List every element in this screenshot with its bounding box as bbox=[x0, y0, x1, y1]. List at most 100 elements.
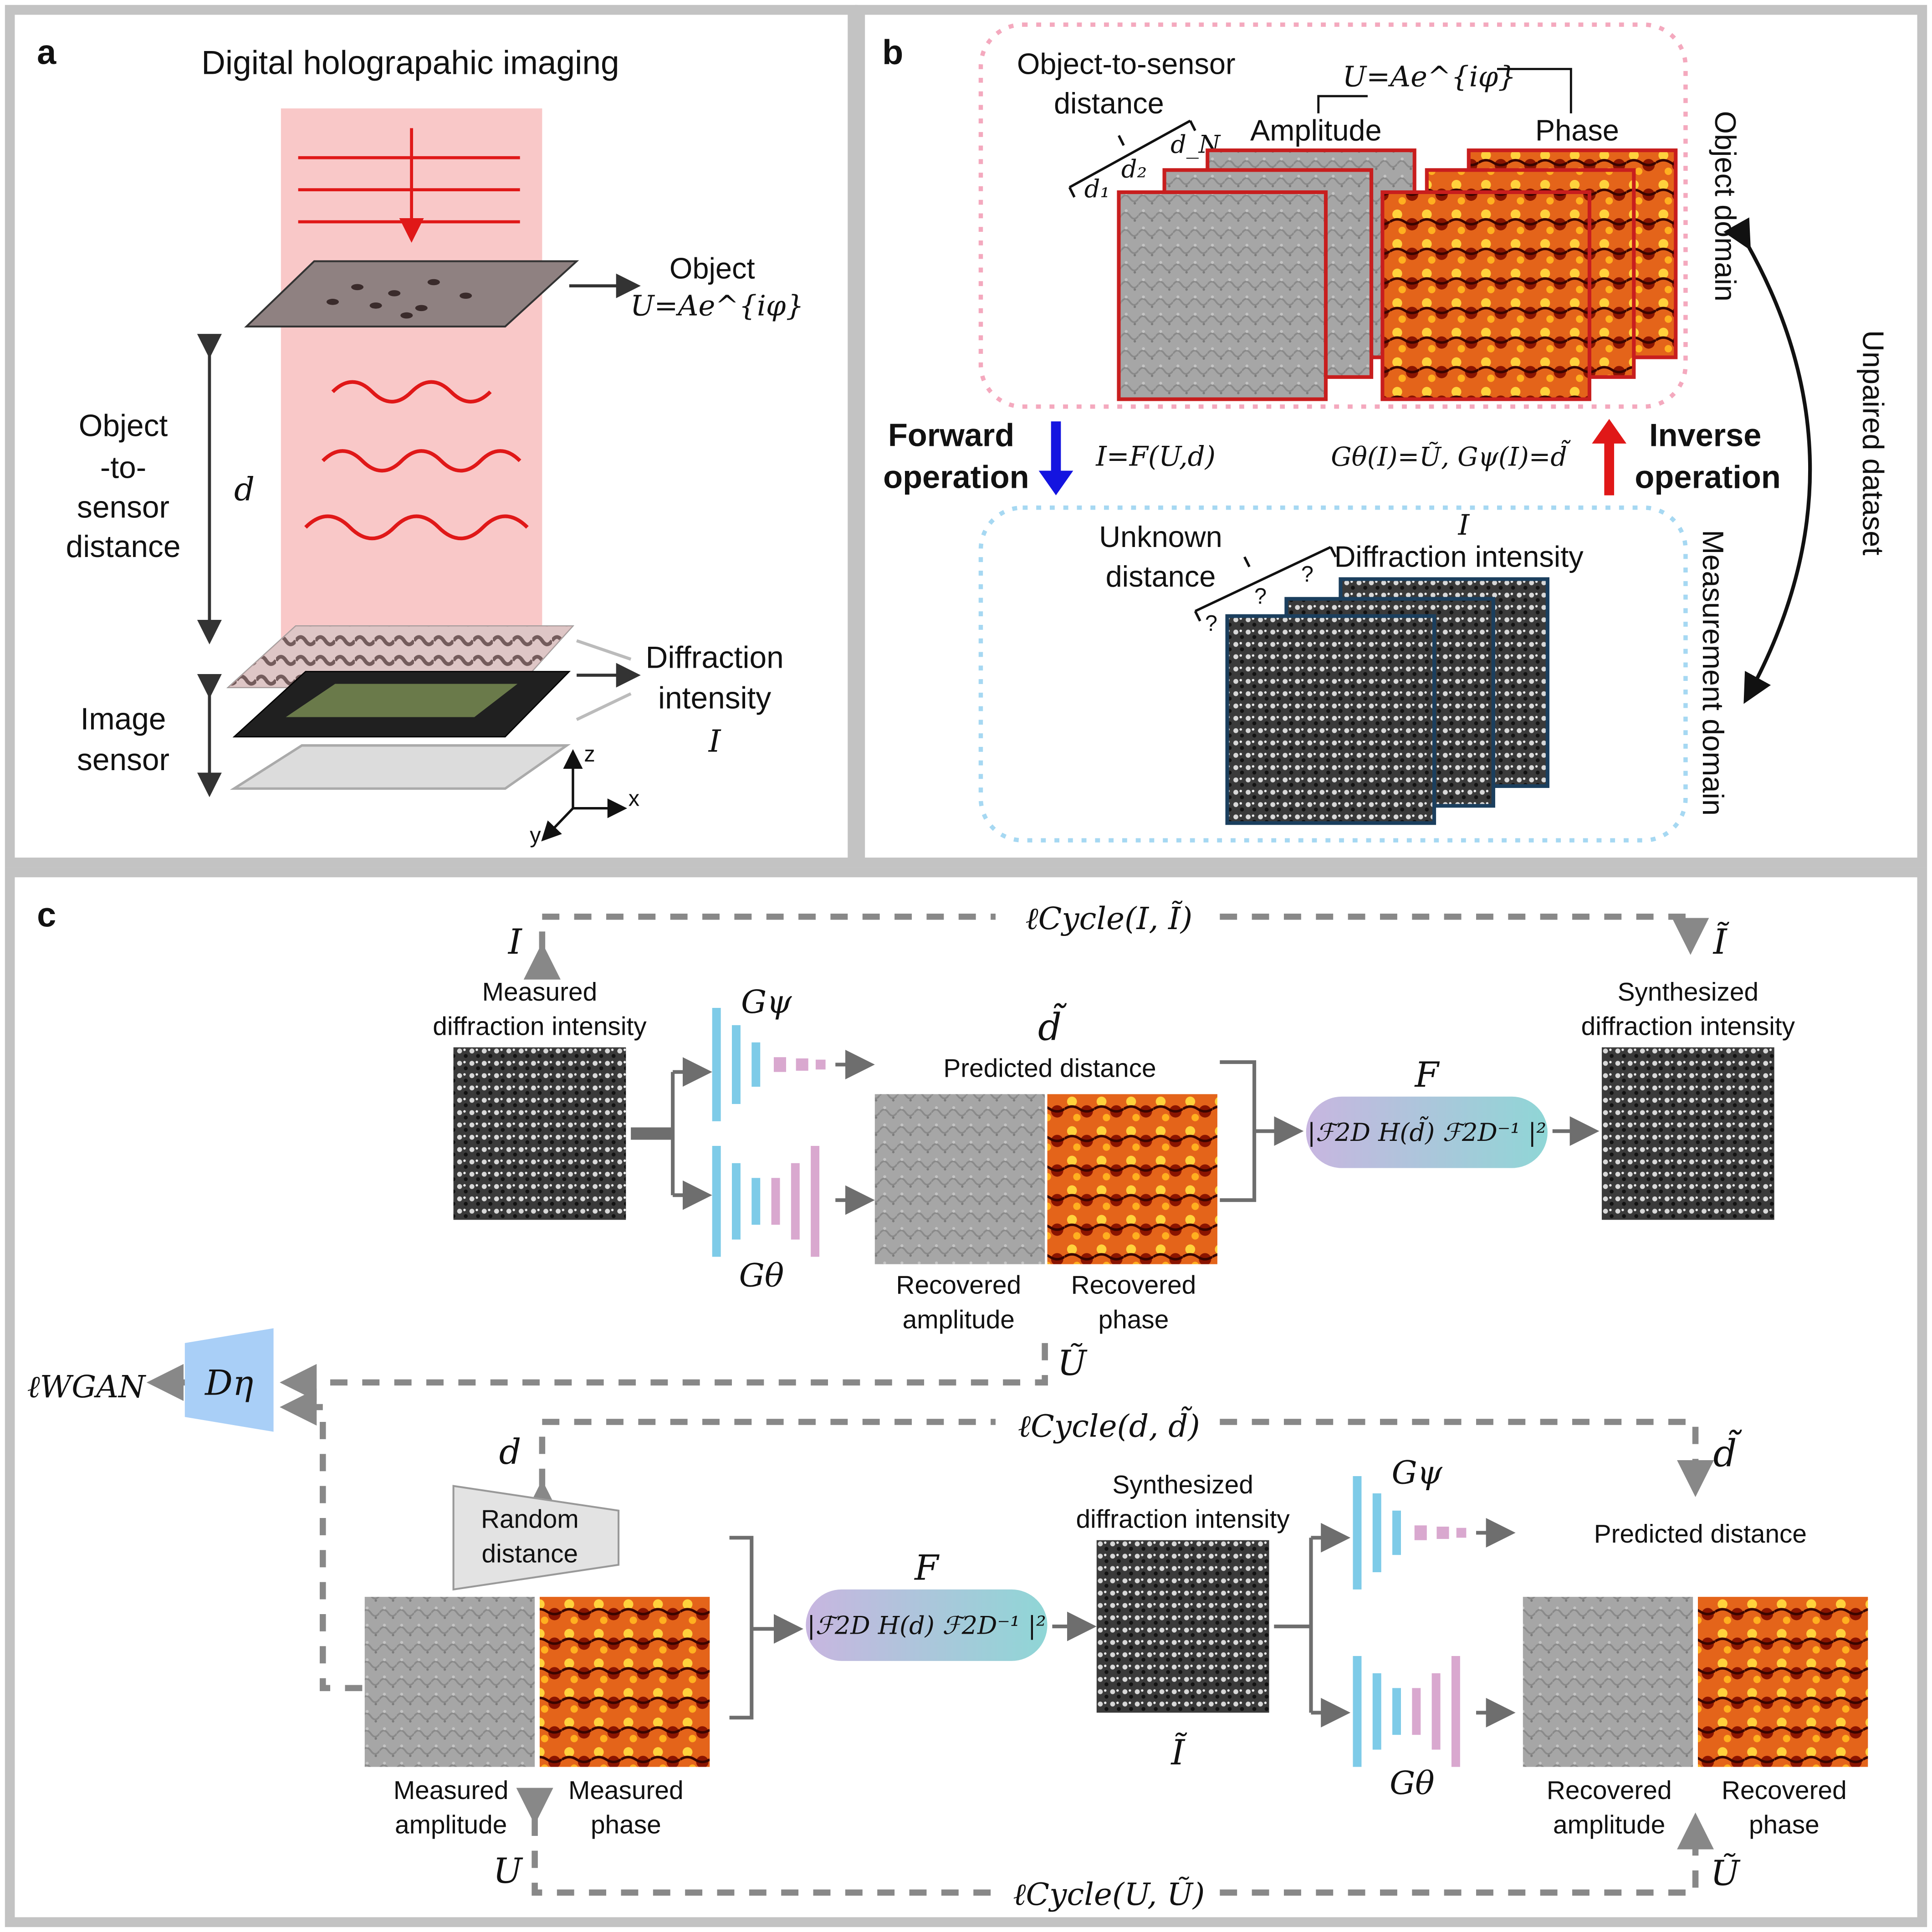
d1-label: d₁ bbox=[1084, 174, 1110, 203]
arrow-up-icon bbox=[1592, 419, 1627, 496]
meas-amp-label-1: Measured bbox=[394, 1776, 509, 1805]
random-distance-block bbox=[452, 1485, 620, 1591]
u-equation-b: U=Ae^{iφ} bbox=[1343, 60, 1516, 93]
g-theta-network bbox=[712, 1145, 820, 1257]
arrow-down-icon bbox=[1038, 421, 1073, 496]
i-symbol-b: I bbox=[1458, 508, 1470, 542]
recovered-phase-image bbox=[1047, 1094, 1217, 1264]
cycle-mid-label: ℓCycle(d, d̃) bbox=[1018, 1406, 1200, 1444]
discriminator-block bbox=[184, 1328, 274, 1432]
rec-amp2-label-2: amplitude bbox=[1553, 1811, 1665, 1840]
measured-amplitude-image bbox=[364, 1597, 535, 1767]
diffraction-arrow-upper bbox=[576, 639, 632, 661]
curved-double-arrow-icon bbox=[1723, 217, 1812, 704]
panel-a-label: a bbox=[37, 33, 56, 72]
amplitude-stack bbox=[1117, 148, 1416, 401]
q-mark-1: ? bbox=[1205, 611, 1217, 636]
sensor-label-1: Image bbox=[81, 702, 166, 736]
rec-phase-label-1: Recovered bbox=[1071, 1271, 1196, 1300]
unknown-label-1: Unknown bbox=[1099, 520, 1222, 553]
recovered-phase-image-2 bbox=[1697, 1597, 1868, 1767]
plane-wave bbox=[298, 128, 520, 243]
inverse-label-1: Inverse bbox=[1649, 417, 1761, 453]
cycle-top-label: ℓCycle(I, Ĩ) bbox=[1025, 900, 1192, 936]
forward-equation: I=F(U,d) bbox=[1095, 441, 1216, 473]
d-symbol-c: d bbox=[499, 1432, 521, 1472]
rec-amp-label-2: amplitude bbox=[903, 1305, 1015, 1334]
rec-amp-label-1: Recovered bbox=[896, 1271, 1021, 1300]
panel-a-title: Digital holograpahic imaging bbox=[201, 44, 619, 81]
diffraction-arrow-lower bbox=[576, 692, 632, 721]
diffraction-stack bbox=[1225, 577, 1549, 825]
g-psi-label-2: Gψ bbox=[1391, 1454, 1442, 1491]
g-theta-label: Gθ bbox=[739, 1257, 784, 1294]
diffraction-label-2: intensity bbox=[658, 681, 771, 716]
panel-b-label: b bbox=[882, 33, 903, 72]
g-theta-network-2 bbox=[1353, 1656, 1460, 1767]
inverse-label-2: operation bbox=[1635, 459, 1780, 495]
meas-phase-label-2: phase bbox=[591, 1811, 661, 1840]
cycle-top-left-dash bbox=[523, 914, 996, 980]
unpaired-dataset-label: Unpaired dataset bbox=[1857, 330, 1890, 555]
cycle-bottom-left-dash bbox=[516, 1788, 996, 1896]
f-symbol-bottom: F bbox=[914, 1548, 940, 1588]
measurement-domain-label: Measurement domain bbox=[1697, 530, 1730, 816]
measured-phase-image bbox=[539, 1597, 710, 1767]
phase-stack bbox=[1380, 148, 1678, 401]
axis-x-label: x bbox=[629, 786, 639, 811]
synth-diffraction-image bbox=[1601, 1047, 1774, 1220]
synth-diffraction-label-1: Synthesized bbox=[1618, 978, 1758, 1007]
merge-top-bracket bbox=[1220, 1060, 1257, 1202]
forward-operator-top bbox=[1306, 1096, 1548, 1168]
f-symbol-top: F bbox=[1414, 1055, 1440, 1095]
cycle-top-right-dash bbox=[1220, 914, 1709, 955]
amp-phase-bracket bbox=[1317, 68, 1572, 113]
ots-label-1: Object-to-sensor bbox=[1017, 47, 1236, 80]
u-tilde-top: Ũ bbox=[1058, 1343, 1088, 1383]
object-plane bbox=[244, 260, 579, 327]
forward-label-1: Forward bbox=[888, 417, 1014, 453]
cycle-bottom-right-dash bbox=[1220, 1812, 1714, 1896]
forward-operator-bottom bbox=[806, 1589, 1048, 1661]
recovered-amplitude-image bbox=[874, 1094, 1045, 1264]
cycle-mid-left-dash bbox=[523, 1419, 996, 1517]
diffraction-symbol: I bbox=[708, 723, 721, 759]
panel-c-label: c bbox=[37, 895, 56, 934]
synth2-diffraction-image bbox=[1096, 1540, 1269, 1713]
q-mark-2: ? bbox=[1254, 584, 1267, 609]
axis-y-label: y bbox=[530, 823, 541, 848]
u-tilde-bottom: Ũ bbox=[1711, 1853, 1741, 1893]
object-domain-label: Object domain bbox=[1709, 111, 1742, 302]
u-symbol-c: U bbox=[493, 1851, 523, 1891]
distance-label-2: -to- bbox=[100, 451, 146, 485]
axis-z-label: z bbox=[584, 742, 595, 767]
image-sensor-icon bbox=[226, 625, 575, 790]
rec-phase-label-2: phase bbox=[1099, 1305, 1169, 1334]
meas-amp-label-2: amplitude bbox=[395, 1811, 507, 1840]
g-psi-network-2 bbox=[1353, 1476, 1467, 1590]
amplitude-label: Amplitude bbox=[1250, 113, 1382, 147]
to-discriminator-dash bbox=[280, 1343, 1048, 1401]
predicted-distance-top: Predicted distance bbox=[943, 1054, 1156, 1083]
distance-label-3: sensor bbox=[77, 490, 169, 524]
meas-phase-label-1: Measured bbox=[568, 1776, 684, 1805]
rec-phase2-label-1: Recovered bbox=[1722, 1776, 1847, 1805]
g-psi-network bbox=[712, 1007, 826, 1121]
ots-label-2: distance bbox=[1054, 87, 1164, 120]
g-psi-label: Gψ bbox=[741, 983, 792, 1021]
object-label: Object bbox=[670, 251, 755, 285]
rec-amp2-label-1: Recovered bbox=[1547, 1776, 1672, 1805]
i-symbol-c: I bbox=[507, 922, 523, 962]
measured-diffraction-label-1: Measured bbox=[482, 978, 598, 1007]
diffracted-waves bbox=[304, 380, 529, 541]
g-theta-label-2: Gθ bbox=[1390, 1764, 1435, 1802]
q-mark-3: ? bbox=[1301, 562, 1314, 587]
measured-diffraction-label-2: diffraction intensity bbox=[433, 1012, 647, 1041]
forward-label-2: operation bbox=[883, 459, 1029, 495]
sensor-label-2: sensor bbox=[77, 743, 169, 777]
predicted-distance-bottom: Predicted distance bbox=[1594, 1520, 1807, 1549]
wgan-label: ℓWGAN bbox=[27, 1369, 147, 1405]
object-domain-box bbox=[978, 22, 1688, 409]
op-top-label: |ℱ2D H(d̃) ℱ2D⁻¹ |² bbox=[1308, 1116, 1547, 1147]
random-distance-label-2: distance bbox=[482, 1539, 578, 1568]
